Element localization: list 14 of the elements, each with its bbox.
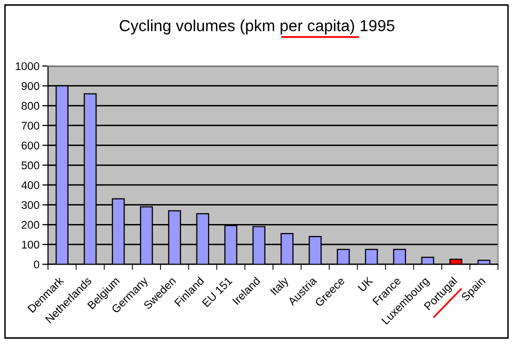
chart-title: Cycling volumes (pkm per capita) 1995 <box>120 20 394 34</box>
y-tick-label: 0 <box>34 260 40 268</box>
y-tick-label: 300 <box>22 201 40 209</box>
y-tick-label: 800 <box>22 102 40 110</box>
x-tick-label: UK <box>358 276 374 292</box>
y-tick-label: 1000 <box>16 62 40 70</box>
y-tick-label: 600 <box>22 142 40 150</box>
y-tick-label: 200 <box>22 220 40 229</box>
y-tick-label: 900 <box>22 82 40 90</box>
y-tick-label: 400 <box>21 181 40 190</box>
x-tick-label: Italy <box>270 276 291 297</box>
y-tick-label: 100 <box>22 240 40 249</box>
y-tick-label: 700 <box>22 122 40 130</box>
y-tick-label: 500 <box>22 161 40 170</box>
